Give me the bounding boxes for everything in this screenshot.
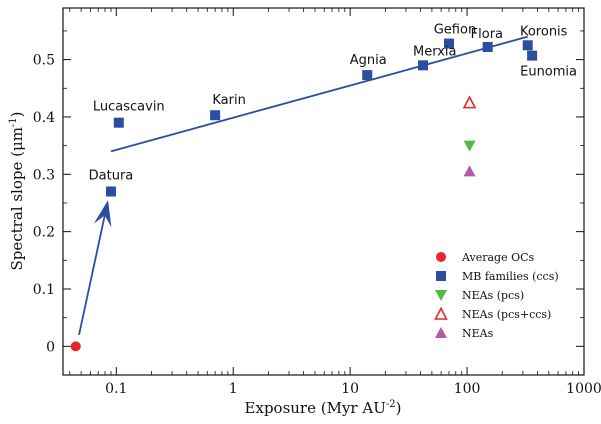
y-tick-label: 0.2 [33,225,55,241]
arrow-shaft [78,215,106,336]
point-label: Agnia [350,53,387,68]
y-axis-title: Spectral slope (μm-1) [8,111,26,270]
x-tick-label: 1000 [566,381,601,397]
legend-marker [434,306,448,320]
x-tick-label: 10 [341,381,359,397]
data-point [113,117,124,128]
point-label: Koronis [520,24,568,39]
x-axis-title: Exposure (Myr AU-2) [245,399,402,417]
point-label: Gefion [434,23,476,38]
data-point [462,95,477,109]
y-tick-label: 0.1 [33,282,55,298]
data-point [210,110,221,121]
point-label: Merxia [413,44,456,59]
point-labels-layer: Datura Lucascavin Karin Agnia Merxia GefionFl… [89,23,577,184]
data-point [463,165,476,177]
legend-marker [436,271,446,281]
x-tick-label: 1 [229,381,238,397]
legend-label: MB families (ccs) [462,270,559,283]
axis-ticks: 0.1 1 10 100 1000 0 0.1 0.2 0.3 0.4 0.5 [33,8,601,397]
x-tick-label: 0.1 [105,381,127,397]
point-label: Eunomia [520,65,577,80]
legend-label: NEAs (pcs+ccs) [462,308,551,321]
data-point [463,140,476,152]
point-label: Karin [212,93,245,108]
legend-marker [435,290,447,301]
legend-label: NEAs [462,327,494,340]
x-tick-label: 100 [454,381,481,397]
arrow-head [93,200,112,228]
data-point [522,40,533,51]
y-tick-label: 0.5 [33,53,55,69]
data-point [443,38,454,49]
point-label: Lucascavin [93,100,165,115]
point-label: Flora [471,27,503,42]
legend: Average OCs MB families (ccs) NEAs (pcs) NE… [434,251,559,340]
data-point [482,41,493,52]
data-point [105,186,116,197]
plot-frame [62,7,585,376]
fit-line-layer [78,35,528,336]
y-tick-label: 0.4 [33,110,55,126]
point-label: Datura [89,169,134,184]
legend-label: NEAs (pcs) [462,289,524,302]
data-point [70,341,81,352]
data-point [527,50,538,61]
legend-label: Average OCs [461,251,535,264]
legend-marker [436,252,446,262]
legend-marker [435,327,447,338]
fit-line [110,35,528,153]
points-layer [70,38,538,352]
y-tick-label: 0.3 [33,167,55,183]
data-point [362,70,373,81]
data-point [418,60,429,71]
y-tick-label: 0 [46,339,55,355]
